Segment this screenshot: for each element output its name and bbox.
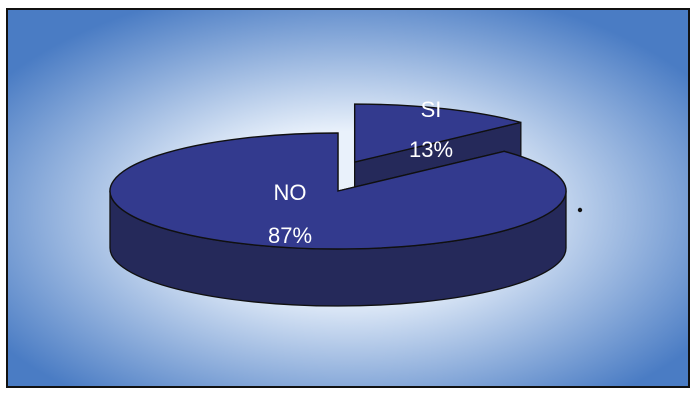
slices-layer [109,103,567,307]
slice-label-si: SI [421,97,442,122]
chart-frame: SI 13% NO 87% [6,8,690,388]
pie-chart: SI 13% NO 87% [8,10,688,386]
labels-layer: SI 13% NO 87% [268,97,453,248]
pie-slice-top-no [109,132,567,250]
slice-percent-si: 13% [409,137,453,162]
pie-slice-no [109,132,567,307]
pie-slice-top-si [353,103,522,163]
slice-label-no: NO [274,180,307,205]
slice-percent-no: 87% [268,223,312,248]
stray-dot [577,207,583,213]
